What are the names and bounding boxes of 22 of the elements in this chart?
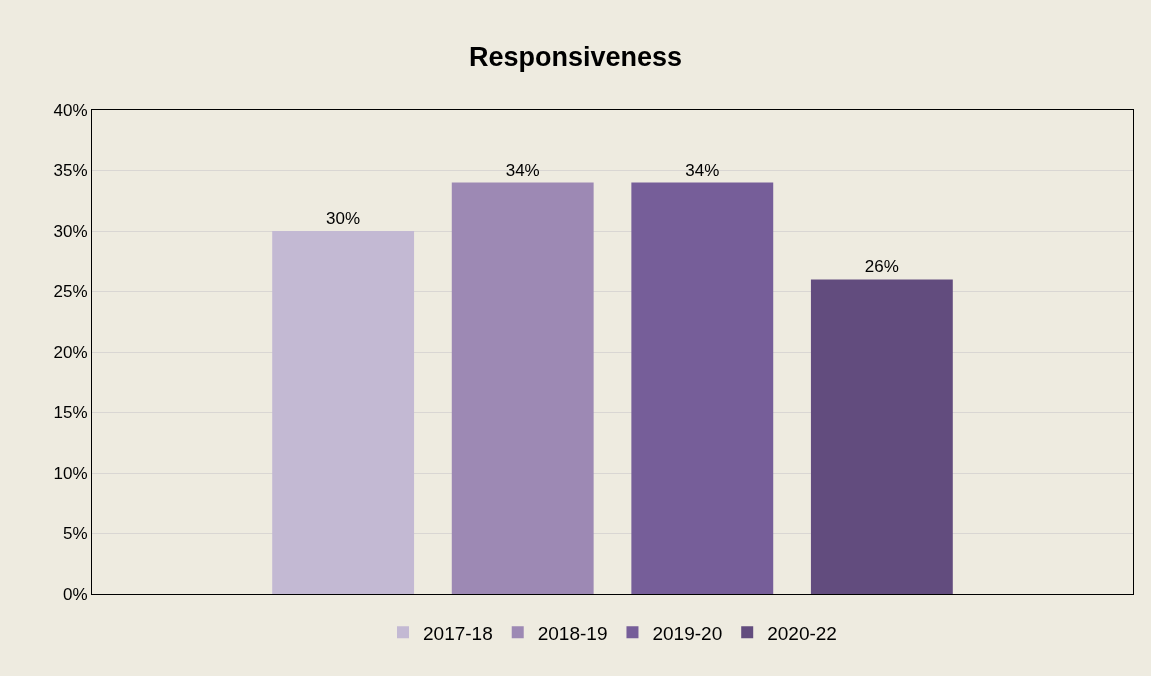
y-tick-label: 0%: [63, 584, 88, 604]
y-tick-label: 35%: [53, 161, 88, 181]
y-tick-label: 25%: [53, 282, 88, 302]
legend-label: 2019-20: [652, 622, 723, 644]
bar: [451, 182, 594, 594]
bar: [631, 182, 774, 594]
y-tick-label: 40%: [53, 100, 88, 120]
legend-label: 2018-19: [537, 622, 608, 644]
y-tick-label: 15%: [53, 403, 88, 423]
y-tick-label: 20%: [53, 342, 88, 362]
chart-title: Responsiveness: [468, 42, 683, 73]
legend-label: 2020-22: [767, 622, 837, 644]
bar: [810, 279, 953, 594]
y-tick-label: 5%: [63, 524, 88, 544]
y-tick-label: 30%: [53, 221, 88, 241]
data-label: 26%: [864, 257, 899, 277]
data-label: 30%: [326, 209, 361, 228]
bar: [272, 231, 415, 594]
y-tick-label: 10%: [53, 463, 88, 483]
legend-label: 2017-18: [423, 622, 493, 644]
data-label: 34%: [685, 160, 720, 180]
data-label: 34%: [505, 160, 540, 180]
